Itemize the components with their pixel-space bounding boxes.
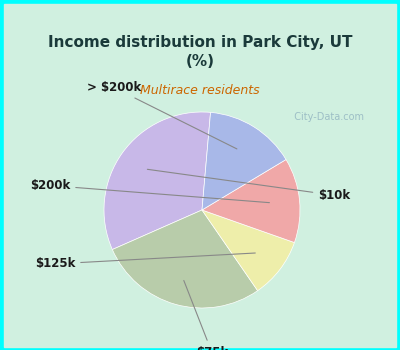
Wedge shape: [202, 160, 300, 243]
Wedge shape: [112, 210, 258, 308]
Wedge shape: [202, 112, 286, 210]
Text: $10k: $10k: [147, 169, 350, 202]
Text: $75k: $75k: [184, 280, 228, 350]
Text: Income distribution in Park City, UT
(%): Income distribution in Park City, UT (%): [48, 35, 352, 69]
Text: $200k: $200k: [30, 179, 270, 203]
Text: $125k: $125k: [35, 253, 255, 271]
Wedge shape: [104, 112, 210, 250]
Text: City-Data.com: City-Data.com: [288, 112, 364, 122]
Wedge shape: [202, 210, 294, 290]
Text: Multirace residents: Multirace residents: [140, 84, 260, 97]
Text: > $200k: > $200k: [87, 81, 237, 149]
